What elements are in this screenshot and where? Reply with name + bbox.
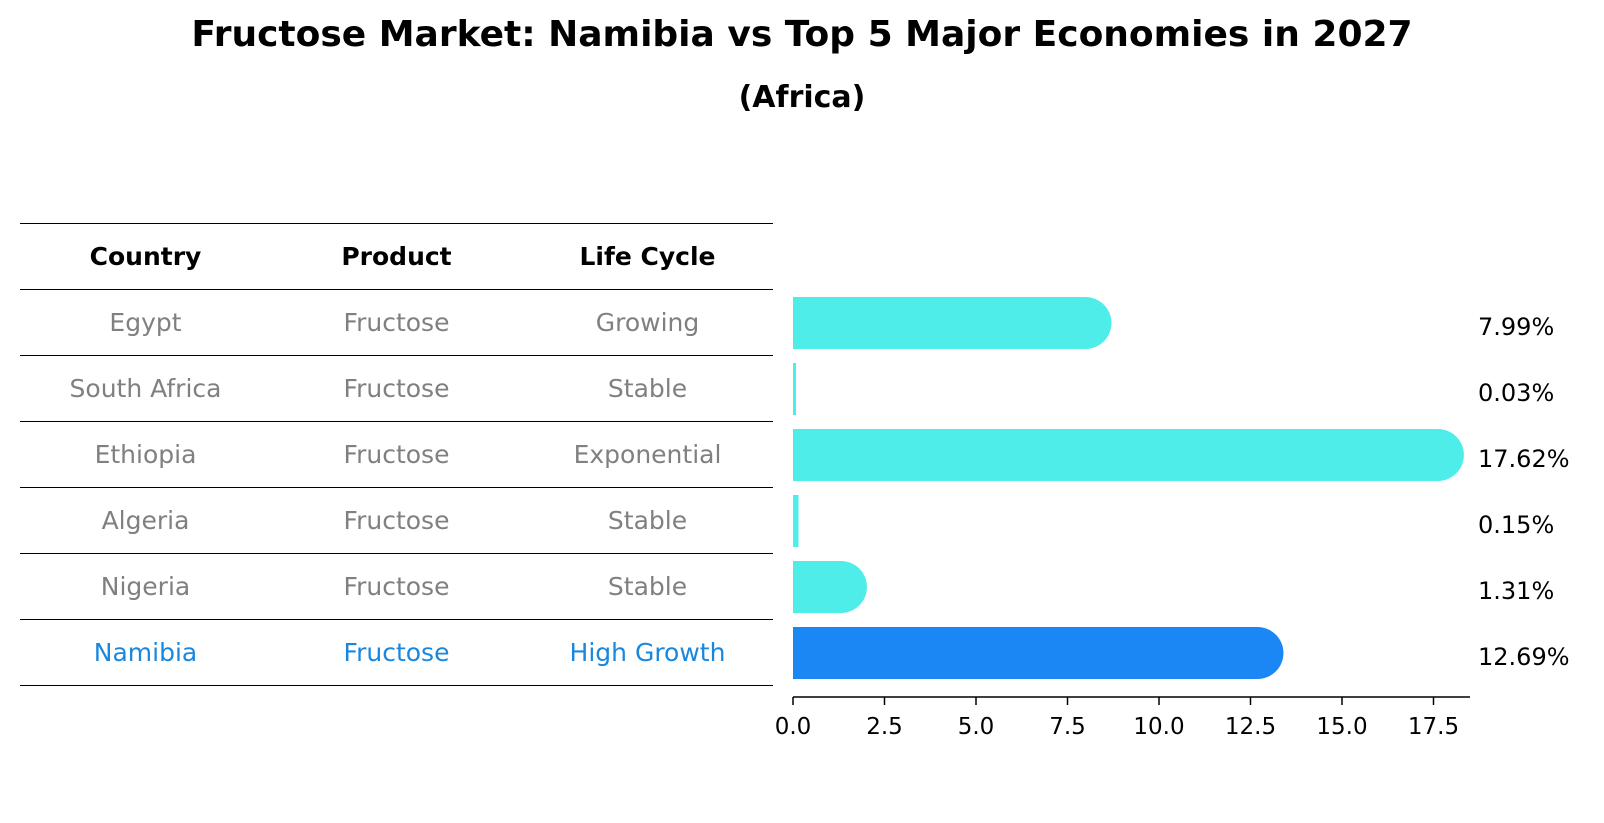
header-life-cycle: Life Cycle	[579, 242, 716, 271]
product-cell: Fructose	[343, 506, 450, 535]
bar-group	[793, 297, 1464, 679]
country-cell: Egypt	[109, 308, 182, 337]
x-tick-group: 0.0 2.5 5.0 7.5 10.0 12.5 15.0 17.5	[775, 697, 1459, 740]
header-product: Product	[341, 242, 452, 271]
life-cycle-cell: Growing	[595, 308, 700, 337]
life-cycle-cell: High Growth	[569, 638, 726, 667]
life-cycle-cell: Exponential	[573, 440, 722, 469]
table-row: Ethiopia Fructose Exponential	[20, 421, 773, 487]
country-cell: Nigeria	[100, 572, 191, 601]
bar-egypt	[793, 297, 1112, 349]
bar-south-africa	[793, 363, 796, 415]
table-row: Egypt Fructose Growing	[20, 289, 773, 355]
bar-ethiopia	[793, 429, 1464, 481]
x-tick-label: 12.5	[1225, 714, 1276, 740]
value-label: 12.69%	[1478, 643, 1570, 671]
life-cycle-cell: Stable	[607, 374, 688, 403]
country-cell: Algeria	[101, 506, 190, 535]
product-cell: Fructose	[343, 638, 450, 667]
table-header-row: Country Product Life Cycle	[20, 223, 773, 289]
product-cell: Fructose	[343, 572, 450, 601]
table-row-highlighted: Namibia Fructose High Growth	[20, 619, 773, 686]
bar-nigeria	[793, 561, 867, 613]
chart-subtitle: (Africa)	[738, 80, 866, 115]
life-cycle-cell: Stable	[607, 572, 688, 601]
data-table: Country Product Life Cycle Egypt Fructos…	[20, 223, 773, 686]
x-tick-label: 7.5	[1049, 714, 1086, 740]
x-tick-label: 0.0	[775, 714, 812, 740]
x-tick-label: 10.0	[1133, 714, 1184, 740]
x-tick-label: 17.5	[1408, 714, 1459, 740]
value-label: 17.62%	[1478, 445, 1570, 473]
x-tick-label: 2.5	[866, 714, 903, 740]
table-row: Nigeria Fructose Stable	[20, 553, 773, 619]
country-cell: Namibia	[93, 638, 198, 667]
value-label: 7.99%	[1478, 313, 1554, 341]
value-label: 0.15%	[1478, 511, 1554, 539]
value-label-group: 7.99% 0.03% 17.62% 0.15% 1.31% 12.69%	[1478, 313, 1570, 671]
x-tick-label: 5.0	[958, 714, 995, 740]
bar-namibia	[793, 627, 1284, 679]
country-cell: South Africa	[69, 374, 222, 403]
value-label: 0.03%	[1478, 379, 1554, 407]
product-cell: Fructose	[343, 374, 450, 403]
x-tick-label: 15.0	[1316, 714, 1367, 740]
chart-title: Fructose Market: Namibia vs Top 5 Major …	[191, 14, 1413, 55]
header-country: Country	[89, 242, 202, 271]
table-row: South Africa Fructose Stable	[20, 355, 773, 421]
country-cell: Ethiopia	[94, 440, 197, 469]
product-cell: Fructose	[343, 308, 450, 337]
life-cycle-cell: Stable	[607, 506, 688, 535]
table-row: Algeria Fructose Stable	[20, 487, 773, 553]
value-label: 1.31%	[1478, 577, 1554, 605]
bar-algeria	[793, 495, 799, 547]
product-cell: Fructose	[343, 440, 450, 469]
